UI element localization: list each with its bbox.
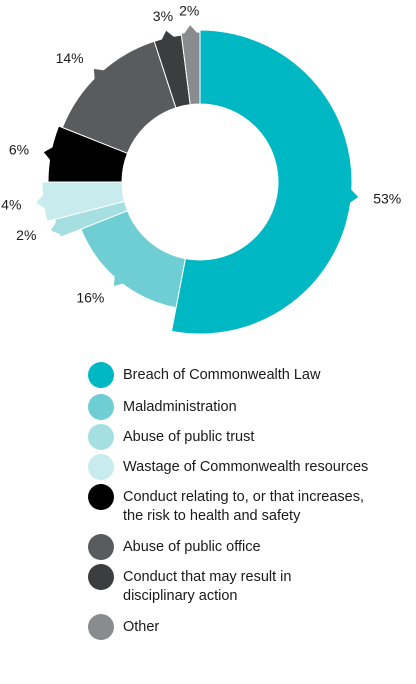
data-label-4: 4%: [1, 197, 21, 213]
legend-label-line: Breach of Commonwealth Law: [123, 367, 321, 383]
slice-pointer-1: [349, 189, 359, 203]
legend-label: Conduct relating to, or that increases, t…: [123, 488, 364, 526]
legend-swatch: [88, 394, 114, 420]
legend-label-line: the risk to health and safety: [123, 508, 301, 524]
legend-swatch: [88, 564, 114, 590]
legend-item-6: Abuse of public office: [88, 534, 261, 560]
legend-item-5: Conduct relating to, or that increases, t…: [88, 484, 364, 526]
slice-pointer-7: [161, 30, 175, 41]
slice-pointer-4: [36, 194, 46, 209]
legend-label: Maladministration: [123, 398, 237, 417]
data-label-7: 3%: [153, 8, 173, 24]
legend-label-line: Abuse of public trust: [123, 429, 255, 445]
slice-1: [170, 29, 353, 335]
legend-item-2: Maladministration: [88, 394, 237, 420]
slice-pointer-8: [183, 25, 198, 34]
legend-label: Wastage of Commonwealth resources: [123, 458, 368, 477]
legend-swatch: [88, 534, 114, 560]
legend-label-line: Other: [123, 619, 160, 635]
legend-item-7: Conduct that may result in disciplinary a…: [88, 564, 291, 606]
legend-label-line: Abuse of public office: [123, 539, 261, 555]
data-label-3: 2%: [16, 227, 36, 243]
data-label-6: 14%: [56, 50, 84, 66]
data-label-1: 53%: [373, 190, 401, 206]
data-label-2: 16%: [76, 290, 104, 306]
legend-label: Other: [123, 618, 159, 637]
legend-swatch: [88, 454, 114, 480]
legend-label-line: Conduct that may result in: [123, 569, 292, 585]
data-label-5: 6%: [9, 141, 29, 157]
legend-label: Abuse of public trust: [123, 428, 254, 447]
legend-label: Abuse of public office: [123, 538, 261, 557]
donut-chart: 53% 16% 2% 4% 6% 14% 3% 2%: [1, 2, 401, 335]
legend-swatch: [88, 614, 114, 640]
slice-pointer-3: [50, 221, 61, 235]
legend-swatch: [88, 362, 114, 388]
slice-pointer-6: [93, 69, 105, 80]
legend-label: Breach of Commonwealth Law: [123, 366, 320, 385]
legend-label-line: Maladministration: [123, 399, 237, 415]
legend-item-8: Other: [88, 614, 159, 640]
legend-swatch: [88, 484, 114, 510]
legend-label-line: Wastage of Commonwealth resources: [123, 459, 369, 475]
slice-pointer-5: [43, 147, 54, 161]
legend-item-1: Breach of Commonwealth Law: [88, 362, 320, 388]
legend-label-line: disciplinary action: [123, 588, 238, 604]
slice-pointer-2: [113, 276, 124, 287]
legend-swatch: [88, 424, 114, 450]
legend-label: Conduct that may result in disciplinary a…: [123, 568, 291, 606]
legend-label-line: Conduct relating to, or that increases,: [123, 489, 364, 505]
slice-5: [47, 125, 129, 183]
legend-item-4: Wastage of Commonwealth resources: [88, 454, 368, 480]
data-label-8: 2%: [179, 2, 199, 18]
legend-item-3: Abuse of public trust: [88, 424, 254, 450]
